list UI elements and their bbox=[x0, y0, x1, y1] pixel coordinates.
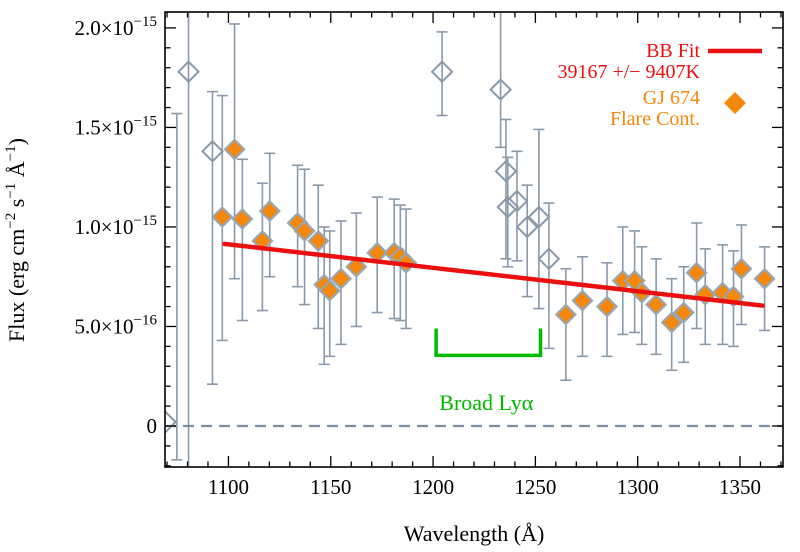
data-point-diamond-gray bbox=[505, 189, 529, 213]
data-point-diamond-orange bbox=[672, 301, 695, 324]
data-point-diamond-gray bbox=[494, 159, 518, 183]
data-point-diamond-gray bbox=[177, 60, 200, 84]
data-point-diamond-orange bbox=[318, 279, 341, 302]
data-point-diamond-gray bbox=[489, 78, 513, 102]
data-point-diamond-orange bbox=[722, 285, 745, 308]
legend-bb-fit-value: 39167 +/− 9407K bbox=[557, 61, 700, 83]
data-point-diamond-orange bbox=[307, 229, 330, 252]
legend-diamond-icon bbox=[724, 92, 746, 114]
data-point-diamond-orange bbox=[660, 311, 683, 334]
x-tick-label: 1100 bbox=[208, 475, 249, 499]
data-point-diamond-orange bbox=[730, 257, 753, 280]
open-diamond-layer bbox=[165, 60, 561, 434]
y-tick-label: 1.0×10−15 bbox=[74, 213, 157, 239]
data-point-diamond-gray bbox=[201, 139, 224, 163]
legend-bb-fit-label: BB Fit bbox=[646, 40, 700, 62]
y-tick-label: 0 bbox=[147, 414, 158, 438]
data-point-diamond-orange bbox=[645, 293, 668, 316]
data-layer bbox=[165, 12, 783, 467]
y-tick-label: 5.0×10−16 bbox=[74, 312, 157, 338]
data-point-diamond-gray bbox=[496, 195, 520, 219]
data-point-diamond-orange bbox=[753, 267, 776, 290]
legend-series-name: GJ 674 bbox=[643, 87, 700, 109]
data-point-diamond-orange bbox=[258, 199, 281, 223]
data-point-diamond-gray bbox=[537, 247, 561, 271]
data-point-diamond-orange bbox=[554, 303, 577, 326]
x-tick-label: 1250 bbox=[514, 475, 556, 499]
x-tick-label: 1350 bbox=[719, 475, 761, 499]
x-tick-label: 1200 bbox=[412, 475, 454, 499]
data-point-diamond-gray bbox=[527, 205, 551, 229]
data-point-diamond-orange bbox=[571, 289, 594, 312]
legend-series-desc: Flare Cont. bbox=[610, 108, 700, 130]
x-tick-label: 1150 bbox=[310, 475, 351, 499]
data-point-diamond-orange bbox=[329, 267, 353, 290]
error-bars-layer bbox=[171, 12, 771, 467]
x-axis-title: Wavelength (Å) bbox=[404, 521, 545, 546]
y-tick-label: 1.5×10−15 bbox=[74, 113, 157, 139]
y-tick-label: 2.0×10−15 bbox=[74, 14, 157, 40]
data-point-diamond-orange bbox=[231, 207, 254, 231]
data-point-diamond-orange bbox=[345, 255, 368, 278]
data-point-diamond-gray bbox=[430, 60, 454, 84]
flare-continuum-layer bbox=[211, 138, 776, 334]
data-point-diamond-orange bbox=[211, 205, 234, 229]
data-point-diamond-gray bbox=[515, 215, 539, 239]
data-point-diamond-orange bbox=[595, 295, 619, 318]
x-tick-label: 1300 bbox=[617, 475, 659, 499]
data-point-diamond-orange bbox=[293, 219, 316, 242]
bb-fit-line bbox=[222, 241, 765, 308]
broad-lya-label: Broad Lyα bbox=[439, 390, 533, 415]
data-point-diamond-orange bbox=[223, 138, 246, 161]
broad-lya-bracket bbox=[434, 328, 543, 358]
data-point-diamond-orange bbox=[685, 261, 708, 284]
axes-ticks bbox=[165, 12, 783, 467]
y-axis-title: Flux (erg cm−2 s−1 Å−1) bbox=[3, 138, 29, 342]
